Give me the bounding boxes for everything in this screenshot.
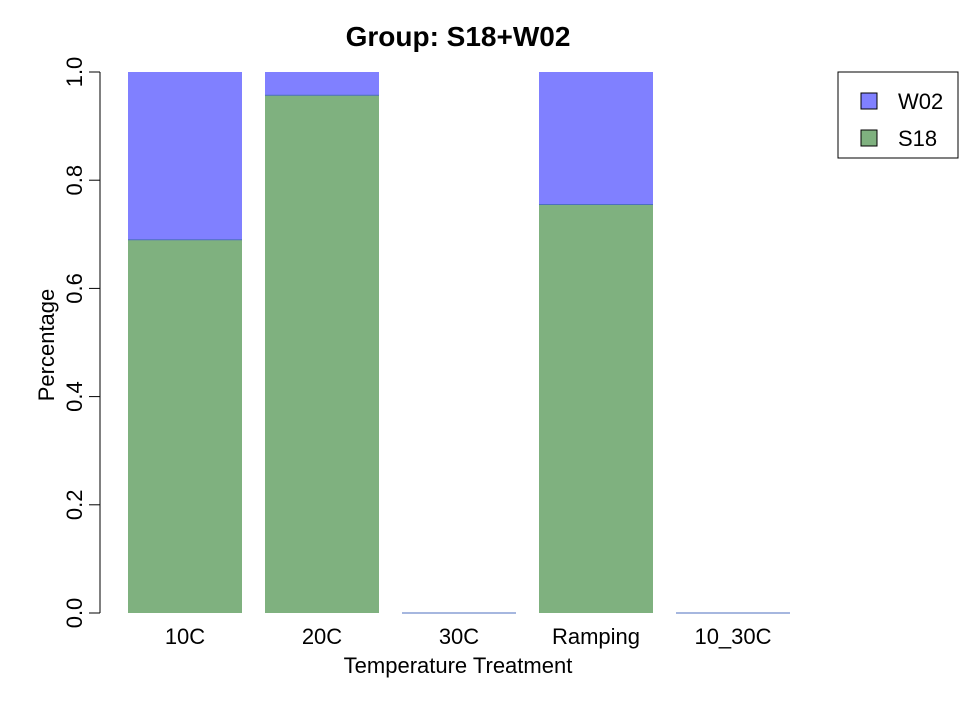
y-tick-label: 1.0 [62,57,87,88]
bar-w02-20c [265,72,379,96]
x-axis-label: Temperature Treatment [344,653,573,678]
legend-swatch-s18 [860,129,878,147]
legend-swatch-w02 [860,92,878,110]
bar-s18-ramping [539,204,653,614]
y-tick-label: 0.8 [62,165,87,196]
x-tick-label: 10_30C [694,624,771,649]
y-axis: 0.0 0.2 0.4 0.6 0.8 1.0 [62,57,101,629]
y-tick-label: 0.4 [62,381,87,412]
x-tick-label: Ramping [552,624,640,649]
y-tick-label: 0.6 [62,273,87,304]
legend-label-w02: W02 [898,89,943,114]
x-tick-label: 20C [302,624,342,649]
x-axis: 10C 20C 30C Ramping 10_30C [165,624,772,649]
x-tick-label: 30C [439,624,479,649]
chart-title: Group: S18+W02 [346,21,571,52]
x-tick-label: 10C [165,624,205,649]
y-tick-label: 0.0 [62,598,87,629]
bar-w02-10c [128,72,242,240]
bar-s18-20c [265,95,379,613]
legend-box [837,71,959,159]
y-axis-label: Percentage [34,289,59,402]
legend-label-s18: S18 [898,126,937,151]
bar-w02-ramping [539,72,653,205]
bars-group [128,72,790,614]
bar-s18-10c [128,239,242,613]
y-tick-label: 0.2 [62,490,87,521]
